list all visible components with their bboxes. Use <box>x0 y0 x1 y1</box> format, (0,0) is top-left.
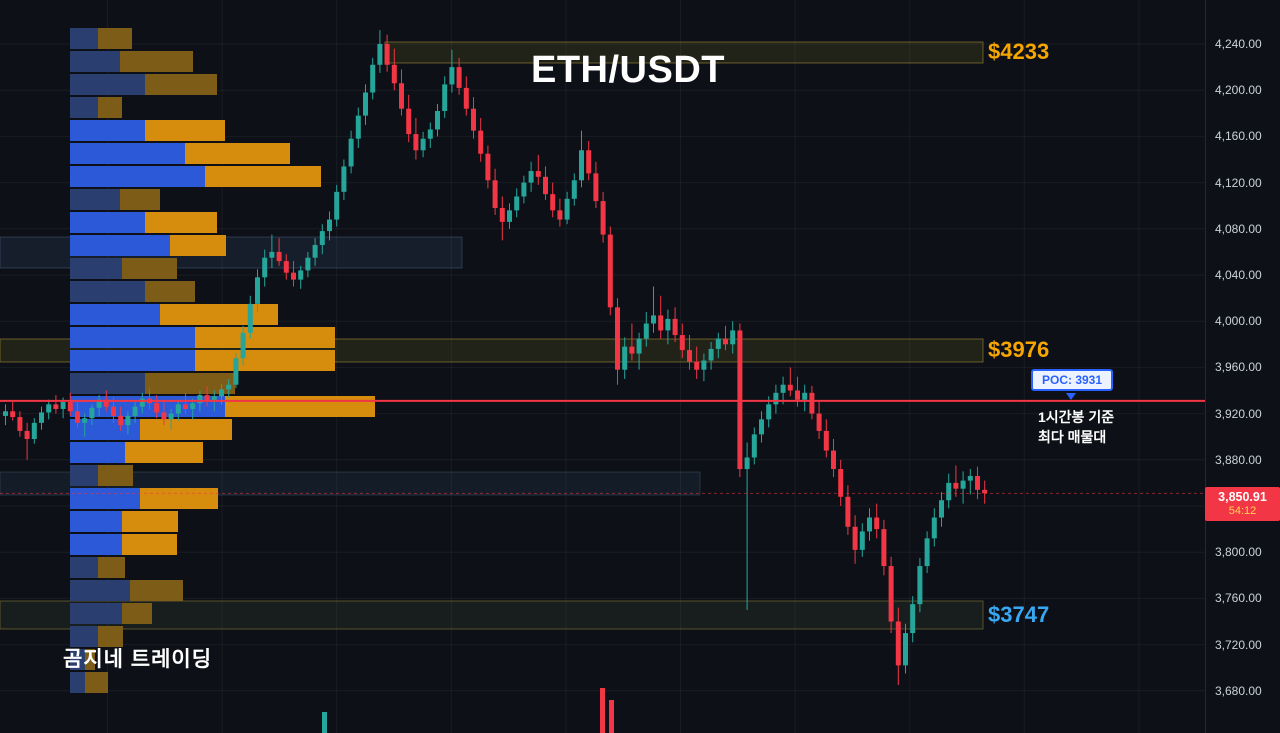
poc-annotation-line1: 1시간봉 기준 <box>1038 409 1115 425</box>
candlestick-chart[interactable] <box>0 0 1205 733</box>
bottom-volume-bars <box>322 688 614 733</box>
axis-label: 4,200.00 <box>1215 83 1262 98</box>
page-title: ETH/USDT <box>531 49 725 91</box>
volume-profile <box>70 28 375 693</box>
axis-label: 3,720.00 <box>1215 637 1262 652</box>
axis-label: 3,760.00 <box>1215 591 1262 606</box>
axis-label: 4,080.00 <box>1215 221 1262 236</box>
poc-annotation-line2: 최다 매물대 <box>1038 429 1107 445</box>
axis-label: 4,240.00 <box>1215 37 1262 51</box>
axis-label: 3,680.00 <box>1215 683 1262 698</box>
axis-label: 4,040.00 <box>1215 268 1262 282</box>
level-label-4233: $4233 <box>988 39 1050 64</box>
watermark: 곰지네 트레이딩 <box>63 648 213 671</box>
poc-annotation: 1시간봉 기준 최다 매물대 <box>1038 407 1114 447</box>
axis-label: 3,960.00 <box>1215 360 1262 375</box>
poc-tooltip-pointer-icon <box>1066 393 1076 400</box>
current-price: 3,850.91 <box>1218 490 1267 504</box>
axis-label: 3,880.00 <box>1215 452 1262 467</box>
axis-label: 4,120.00 <box>1215 175 1262 190</box>
current-price-badge: 3,850.91 54:12 <box>1205 487 1280 521</box>
level-label-3747: $3747 <box>988 602 1050 627</box>
level-label-3976: $3976 <box>988 337 1050 362</box>
price-axis[interactable]: 4,240.00 4,200.00 4,160.00 4,120.00 4,080.00… <box>1205 0 1280 733</box>
candles <box>3 30 988 686</box>
poc-tooltip: POC: 3931 <box>1031 369 1114 391</box>
axis-label: 3,800.00 <box>1215 545 1262 560</box>
axis-label: 4,000.00 <box>1215 314 1262 329</box>
candle-countdown: 54:12 <box>1228 505 1257 517</box>
axis-label: 3,920.00 <box>1215 406 1262 421</box>
axis-label: 4,160.00 <box>1215 129 1262 144</box>
